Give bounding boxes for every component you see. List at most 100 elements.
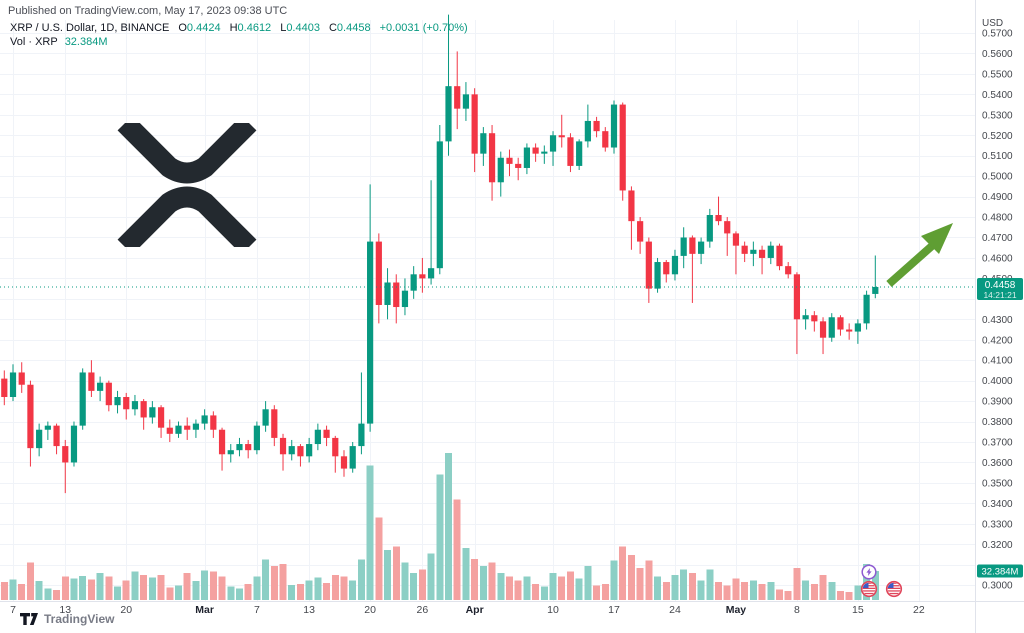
volume-bar bbox=[723, 585, 731, 600]
volume-bar bbox=[366, 465, 374, 600]
xrp-logo bbox=[116, 115, 258, 255]
volume-value: 32.384M bbox=[64, 36, 108, 48]
candle-body bbox=[819, 321, 827, 338]
volume-bar bbox=[296, 583, 304, 600]
price-tick-label: 0.4800 bbox=[982, 213, 1013, 224]
volume-bar bbox=[401, 562, 409, 600]
volume-bar bbox=[749, 580, 757, 600]
volume-bar bbox=[157, 574, 165, 600]
candle-body bbox=[53, 425, 60, 447]
volume-bar bbox=[610, 560, 618, 600]
candle-body bbox=[497, 157, 504, 183]
candle-body bbox=[846, 329, 853, 332]
price-tick-label: 0.5600 bbox=[982, 49, 1013, 60]
candle-body bbox=[218, 429, 226, 455]
volume-bar bbox=[314, 577, 322, 600]
volume-bar bbox=[253, 576, 261, 600]
volume-legend: Vol · XRP 32.384M bbox=[10, 36, 108, 48]
candle-body bbox=[671, 255, 679, 275]
us-economic-event-icon[interactable] bbox=[887, 582, 902, 597]
price-tick-label: 0.4700 bbox=[982, 233, 1013, 244]
volume-bar bbox=[505, 576, 513, 600]
time-tick-label: 20 bbox=[364, 604, 376, 616]
price-tick-label: 0.3600 bbox=[982, 458, 1013, 469]
time-axis[interactable]: 7 13 20 Mar 7 13 20 26 Apr 10 17 24 May 8 15 22 bbox=[10, 604, 925, 616]
price-tick-label: 0.3300 bbox=[982, 519, 1013, 530]
volume-bar bbox=[192, 581, 200, 600]
price-tick-label: 0.3000 bbox=[982, 581, 1013, 592]
candle-body bbox=[323, 429, 330, 438]
candle-body bbox=[18, 372, 25, 385]
candle-body bbox=[393, 282, 400, 308]
candle-body bbox=[201, 415, 208, 424]
price-tick-label: 0.5700 bbox=[982, 29, 1013, 40]
candle-body bbox=[105, 382, 112, 406]
volume-bar bbox=[131, 571, 139, 600]
candle-body bbox=[97, 382, 104, 391]
volume-bar bbox=[802, 580, 810, 600]
volume-bar bbox=[427, 553, 435, 600]
time-tick-label: 10 bbox=[547, 604, 559, 616]
volume-bar bbox=[462, 548, 470, 600]
time-tick-label: 26 bbox=[417, 604, 429, 616]
candle-body bbox=[567, 137, 574, 166]
volume-bar bbox=[436, 474, 444, 600]
us-economic-event-icon[interactable] bbox=[862, 582, 877, 597]
candle-body bbox=[9, 372, 17, 398]
candle-body bbox=[602, 131, 609, 148]
candle-body bbox=[88, 372, 95, 391]
volume-bar bbox=[680, 569, 688, 600]
time-tick-label: 24 bbox=[669, 604, 681, 616]
candle-body bbox=[227, 450, 234, 455]
volume-bar bbox=[175, 585, 182, 600]
candle-body bbox=[79, 372, 86, 426]
low-label: L bbox=[280, 22, 287, 34]
volume-bar bbox=[741, 582, 749, 600]
price-tick-label: 0.5500 bbox=[982, 69, 1013, 80]
candle-body bbox=[637, 221, 644, 242]
volume-bar bbox=[793, 567, 801, 600]
candle-body bbox=[811, 315, 818, 322]
volume-bar bbox=[636, 567, 644, 600]
tradingview-glyph-icon bbox=[20, 613, 38, 625]
volume-bar bbox=[18, 583, 26, 600]
volume-bar bbox=[227, 586, 235, 600]
time-tick-label: 20 bbox=[120, 604, 132, 616]
volume-bar bbox=[497, 573, 505, 600]
price-tick-label: 0.4600 bbox=[982, 253, 1013, 264]
candle-body bbox=[854, 323, 861, 332]
time-tick-label: 22 bbox=[913, 604, 925, 616]
volume-bar bbox=[410, 573, 418, 600]
event-markers[interactable] bbox=[861, 564, 902, 597]
candle-body bbox=[680, 237, 687, 256]
volume-bar bbox=[810, 583, 818, 600]
volume-bar bbox=[105, 576, 113, 600]
volume-bar bbox=[357, 559, 365, 600]
xrp-logo-glyph bbox=[117, 115, 257, 255]
grid bbox=[0, 20, 975, 601]
volume-bar bbox=[532, 583, 540, 600]
tradingview-logo[interactable]: TradingView bbox=[20, 612, 114, 626]
candle-body bbox=[175, 425, 182, 434]
volume-bars bbox=[0, 453, 879, 600]
volume-bar bbox=[549, 573, 557, 600]
volume-bar bbox=[384, 549, 392, 600]
candle-body bbox=[445, 86, 452, 142]
candle-body bbox=[488, 133, 496, 183]
crypto-event-icon[interactable] bbox=[861, 564, 877, 580]
volume-bar bbox=[61, 576, 69, 600]
candle-body bbox=[828, 317, 835, 338]
volume-bar bbox=[0, 582, 8, 600]
volume-bar bbox=[288, 584, 296, 600]
time-tick-label: 13 bbox=[59, 604, 71, 616]
candle-body bbox=[314, 429, 321, 445]
time-tick-label: May bbox=[726, 604, 747, 616]
candle-body bbox=[340, 456, 348, 469]
candle-body bbox=[253, 425, 260, 451]
volume-bar bbox=[305, 580, 313, 600]
candle-body bbox=[628, 190, 635, 222]
candle-body bbox=[166, 427, 173, 434]
